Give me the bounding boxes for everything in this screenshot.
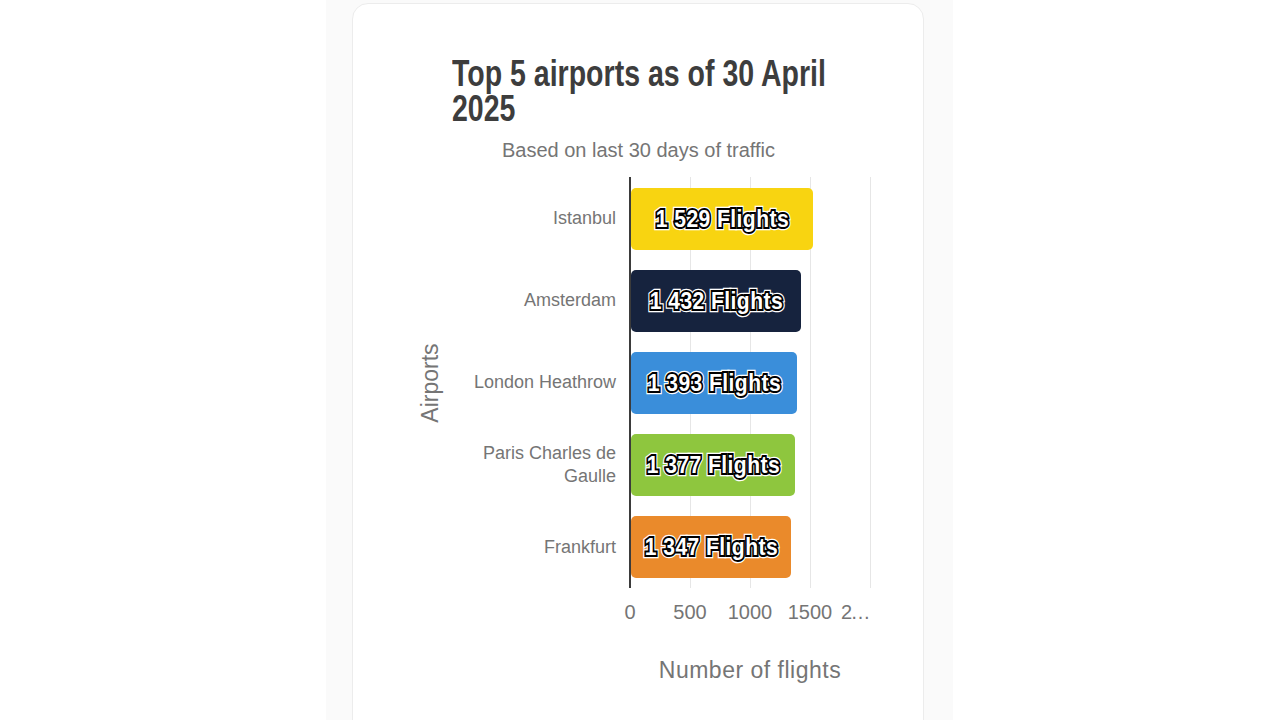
x-axis-title: Number of flights [650,657,850,684]
category-label-frankfurt: Frankfurt [466,506,616,588]
category-label-amsterdam: Amsterdam [466,259,616,341]
bar-paris-charles-de-gaulle[interactable]: 1 377 Flights [631,434,795,496]
page-background: Top 5 airports as of 30 April 2025 Based… [0,0,1280,720]
bar-value-label: 1 432 Flights [649,287,782,315]
category-label-paris-charles-de-gaulle: Paris Charles de Gaulle [466,424,616,506]
bar-value-label: 1 347 Flights [644,533,777,561]
chart-title: Top 5 airports as of 30 April 2025 [452,56,826,126]
category-label-london-heathrow: London Heathrow [466,341,616,423]
bar-london-heathrow[interactable]: 1 393 Flights [631,352,797,414]
x-tick-2000: 2… [815,601,895,624]
bar-istanbul[interactable]: 1 529 Flights [631,188,813,250]
chart-subtitle: Based on last 30 days of traffic [502,139,775,162]
y-axis-title: Airports [417,343,444,422]
bar-value-label: 1 377 Flights [646,451,779,479]
chart-subtitle-row: Based on last 30 days of traffic [352,139,925,162]
bar-value-label: 1 529 Flights [655,205,788,233]
bar-amsterdam[interactable]: 1 432 Flights [631,270,801,332]
bar-value-label: 1 393 Flights [647,369,780,397]
chart-title-line1: Top 5 airports as of 30 April [452,56,826,91]
category-label-istanbul: Istanbul [466,177,616,259]
bar-frankfurt[interactable]: 1 347 Flights [631,516,791,578]
chart-title-line2: 2025 [452,91,826,126]
gridline-2000 [870,177,871,588]
